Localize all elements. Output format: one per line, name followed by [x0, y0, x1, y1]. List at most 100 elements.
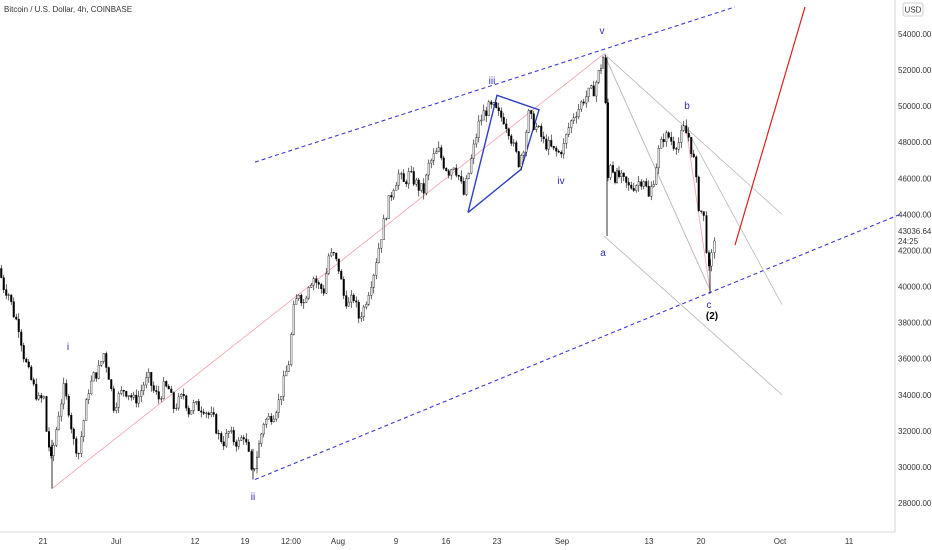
candle[interactable]: [710, 252, 713, 267]
candle[interactable]: [355, 300, 358, 303]
candle[interactable]: [525, 132, 528, 153]
candle[interactable]: [614, 172, 617, 183]
candle[interactable]: [522, 151, 525, 156]
candle[interactable]: [400, 173, 403, 175]
candle[interactable]: [397, 173, 400, 186]
candle[interactable]: [117, 393, 120, 408]
candle[interactable]: [227, 431, 230, 434]
candle[interactable]: [609, 165, 612, 178]
candle[interactable]: [387, 195, 390, 219]
candle[interactable]: [20, 331, 23, 346]
candle[interactable]: [657, 148, 660, 169]
candle[interactable]: [700, 210, 703, 212]
candle[interactable]: [320, 284, 323, 289]
candle[interactable]: [432, 153, 435, 161]
candle[interactable]: [330, 252, 333, 257]
candle[interactable]: [295, 298, 298, 305]
candle[interactable]: [472, 143, 475, 159]
candle[interactable]: [430, 160, 433, 164]
candle[interactable]: [17, 318, 20, 333]
candle[interactable]: [497, 107, 500, 112]
candle[interactable]: [337, 258, 340, 272]
candle[interactable]: [437, 147, 440, 152]
candle[interactable]: [652, 184, 655, 187]
candle[interactable]: [467, 172, 470, 179]
candle[interactable]: [482, 110, 485, 121]
candle[interactable]: [372, 275, 375, 288]
candle[interactable]: [305, 297, 308, 303]
candle[interactable]: [642, 181, 645, 187]
candle[interactable]: [258, 443, 261, 458]
candle[interactable]: [242, 437, 245, 440]
candle[interactable]: [587, 87, 590, 97]
candle[interactable]: [442, 157, 445, 169]
candle[interactable]: [260, 433, 263, 445]
candle[interactable]: [547, 140, 550, 150]
candle[interactable]: [172, 392, 175, 409]
candle[interactable]: [285, 371, 288, 377]
candle[interactable]: [680, 130, 683, 143]
currency-badge[interactable]: USD: [905, 6, 922, 15]
candle[interactable]: [245, 438, 248, 443]
candle[interactable]: [360, 316, 363, 319]
candle[interactable]: [620, 172, 623, 178]
candle[interactable]: [327, 255, 330, 274]
price-axis[interactable]: USD 54000.00 52000.00 50000.00 48000.00 …: [894, 0, 932, 532]
candle[interactable]: [332, 252, 335, 254]
candle[interactable]: [12, 301, 15, 318]
triangle-pattern[interactable]: [467, 94, 540, 214]
candle[interactable]: [465, 178, 468, 195]
candle[interactable]: [382, 218, 385, 240]
candle[interactable]: [565, 134, 568, 144]
candle[interactable]: [55, 429, 58, 446]
candle[interactable]: [152, 385, 155, 391]
candle[interactable]: [253, 468, 256, 470]
candle[interactable]: [575, 116, 578, 118]
candle[interactable]: [517, 151, 520, 168]
candle[interactable]: [60, 403, 63, 417]
candle[interactable]: [340, 271, 343, 280]
candle[interactable]: [682, 125, 685, 131]
candle[interactable]: [702, 211, 705, 216]
candle[interactable]: [122, 390, 125, 392]
candle[interactable]: [375, 262, 378, 276]
candle[interactable]: [602, 57, 605, 69]
candle[interactable]: [510, 135, 513, 144]
candle[interactable]: [622, 172, 625, 177]
candle[interactable]: [317, 282, 320, 285]
candle[interactable]: [637, 181, 640, 186]
candle[interactable]: [670, 137, 673, 142]
candle[interactable]: [345, 295, 348, 307]
candle[interactable]: [67, 395, 70, 416]
candle[interactable]: [650, 186, 653, 197]
projection-line-red[interactable]: [734, 6, 806, 246]
candle[interactable]: [350, 294, 353, 303]
candle[interactable]: [370, 287, 373, 296]
candle[interactable]: [265, 418, 268, 425]
candle[interactable]: [470, 158, 473, 174]
candle[interactable]: [385, 218, 388, 220]
candle[interactable]: [487, 101, 490, 116]
candle[interactable]: [352, 294, 355, 301]
candle[interactable]: [322, 288, 325, 294]
candle[interactable]: [415, 179, 418, 185]
candle[interactable]: [210, 412, 213, 415]
candle[interactable]: [512, 142, 515, 144]
wave-label-v[interactable]: v: [600, 26, 605, 37]
candle[interactable]: [412, 171, 415, 185]
candle[interactable]: [618, 170, 621, 178]
candle[interactable]: [145, 377, 148, 386]
candle[interactable]: [342, 278, 345, 296]
candle[interactable]: [390, 195, 393, 198]
candle[interactable]: [182, 394, 185, 397]
candle[interactable]: [695, 156, 698, 178]
candle[interactable]: [180, 394, 183, 398]
candle[interactable]: [422, 183, 425, 194]
candle[interactable]: [647, 186, 650, 197]
candle[interactable]: [287, 364, 290, 372]
candle[interactable]: [177, 396, 180, 409]
candle[interactable]: [557, 150, 560, 153]
candle[interactable]: [267, 415, 270, 420]
candle[interactable]: [15, 316, 18, 320]
candle[interactable]: [582, 101, 585, 104]
